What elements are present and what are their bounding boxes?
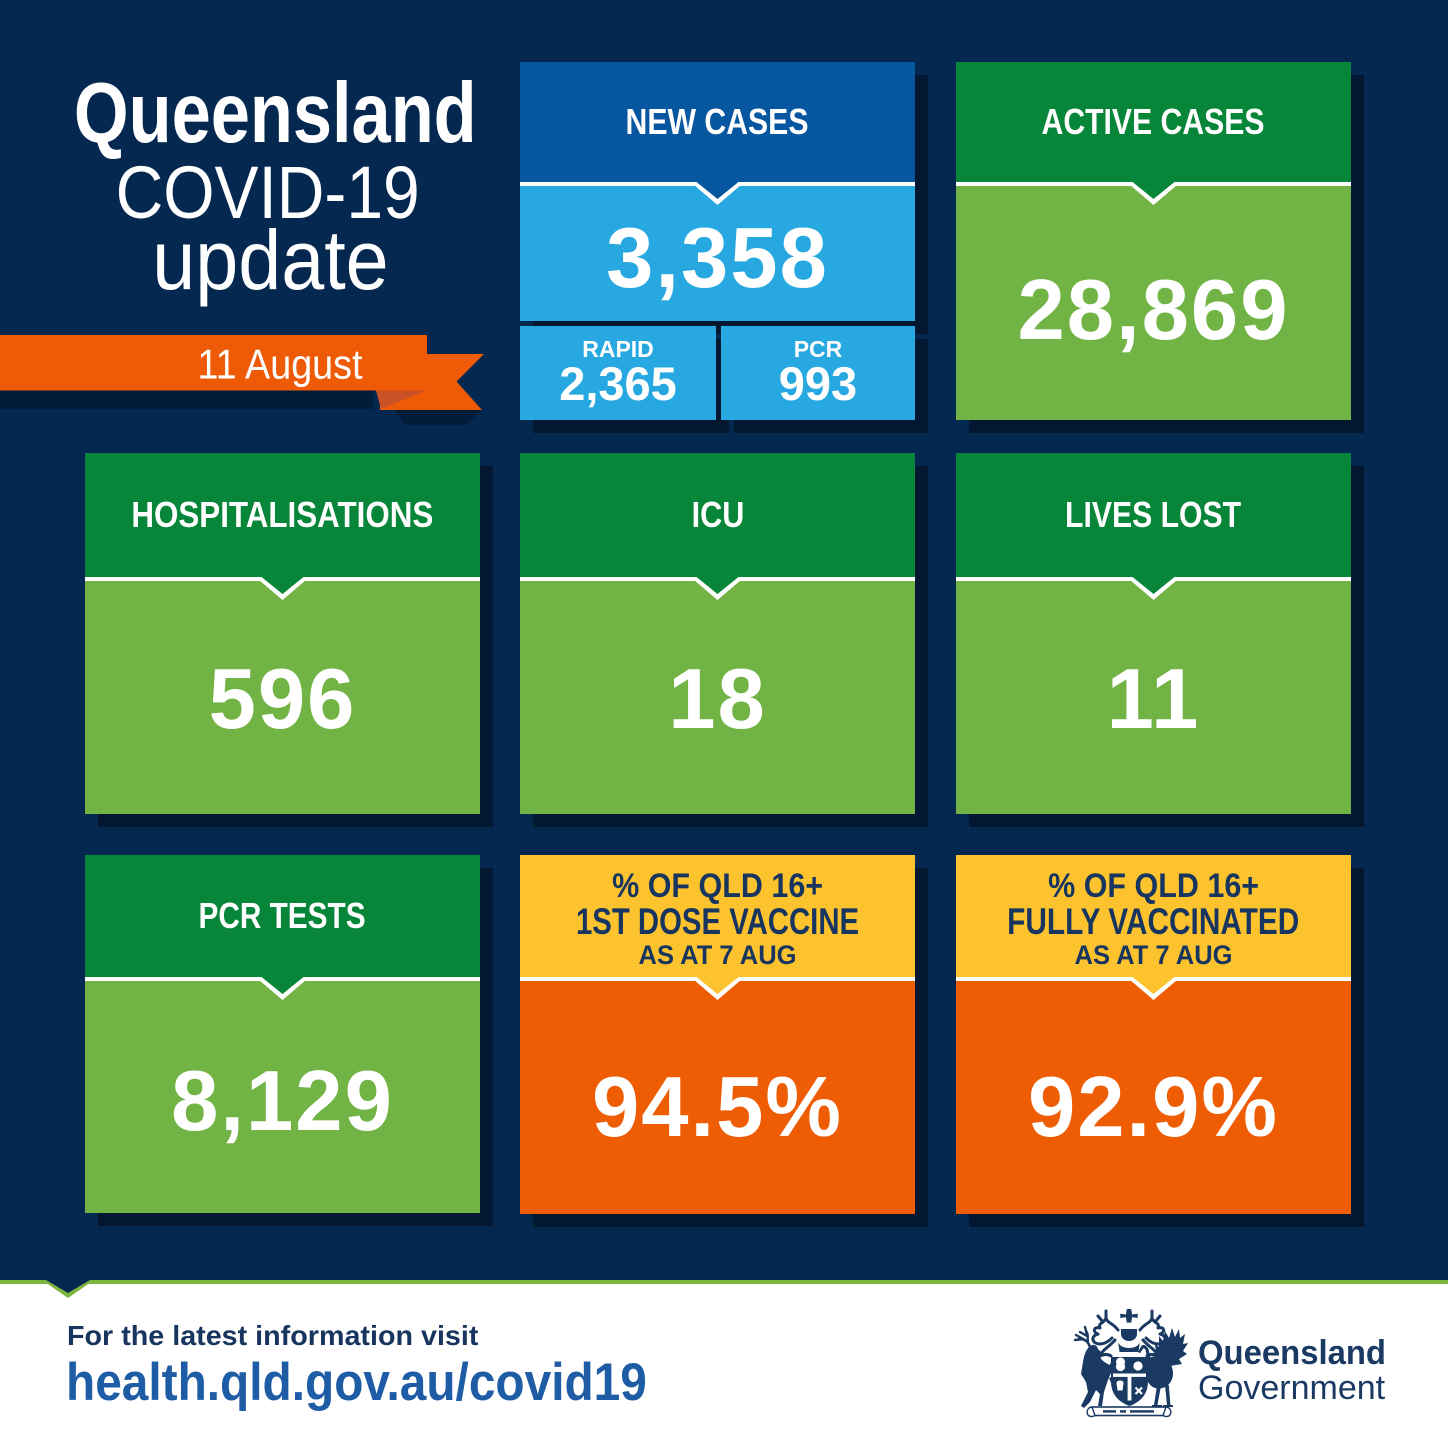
svg-text:11 August: 11 August	[198, 341, 363, 388]
